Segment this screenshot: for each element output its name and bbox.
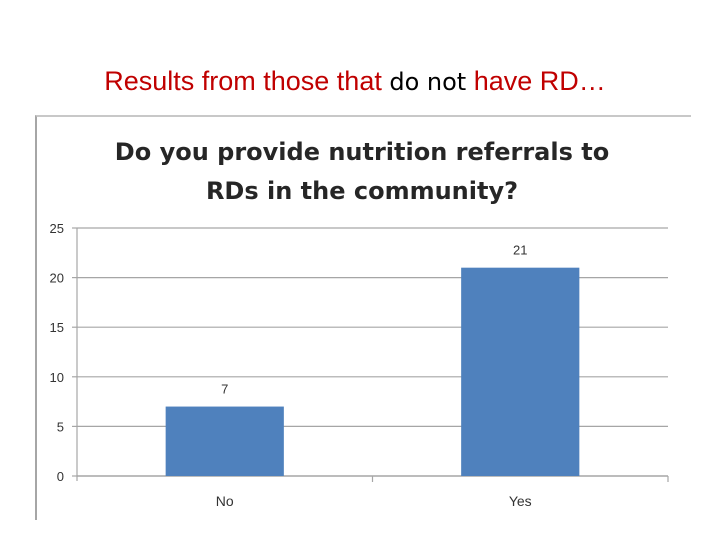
y-tick-label: 0 bbox=[57, 469, 64, 484]
bar-no bbox=[165, 406, 284, 476]
chart-frame bbox=[35, 115, 691, 520]
bar-yes bbox=[461, 267, 580, 476]
slide-title: Results from those that do not have RD… bbox=[0, 66, 710, 97]
x-category-label-no: No bbox=[216, 493, 234, 509]
x-category-label-yes: Yes bbox=[509, 493, 532, 509]
y-tick-label: 20 bbox=[50, 271, 64, 286]
chart-title-line-2: RDs in the community? bbox=[206, 177, 518, 205]
y-tick-label: 15 bbox=[50, 320, 64, 335]
slide-title-post: have RD… bbox=[466, 66, 606, 96]
y-tick-label: 10 bbox=[50, 370, 64, 385]
y-tick-label: 5 bbox=[57, 419, 64, 434]
data-label-yes: 21 bbox=[513, 243, 527, 258]
y-tick-label: 25 bbox=[50, 221, 64, 236]
chart-title-line-1: Do you provide nutrition referrals to bbox=[115, 138, 609, 166]
slide-title-pre: Results from those that bbox=[104, 66, 390, 96]
slide-title-emphasis: do not bbox=[389, 68, 467, 96]
data-label-no: 7 bbox=[221, 382, 228, 397]
